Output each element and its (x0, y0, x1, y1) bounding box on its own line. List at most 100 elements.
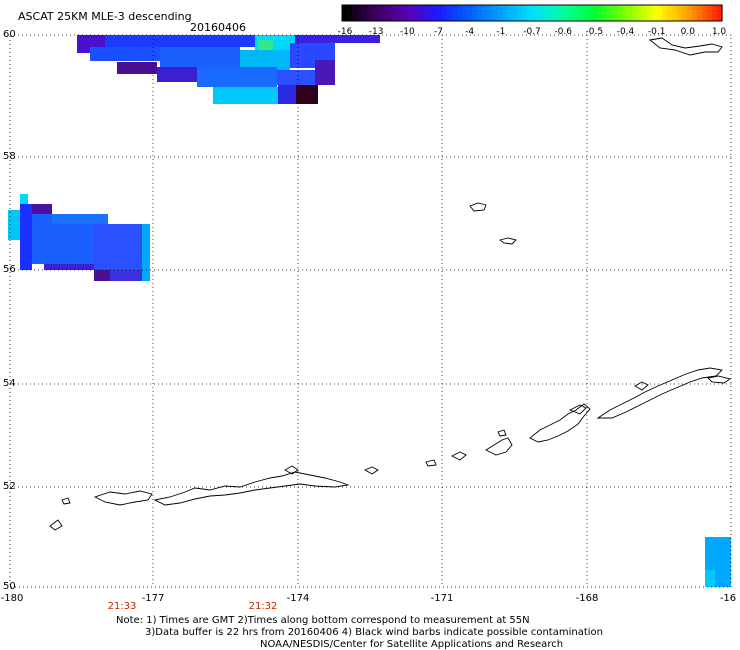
colorbar-segment (397, 5, 403, 21)
colorbar-segment (607, 5, 613, 21)
colorbar-segment (572, 5, 578, 21)
colorbar-segment (427, 5, 433, 21)
colorbar-segment (662, 5, 668, 21)
lat-label-50: 50 (3, 581, 16, 592)
colorbar-segment (422, 5, 428, 21)
colorbar-segment (437, 5, 443, 21)
lat-label-54: 54 (3, 378, 16, 389)
colorbar-segment (582, 5, 588, 21)
colorbar (342, 5, 723, 21)
colorbar-segment (717, 5, 723, 21)
lat-label-56: 56 (3, 264, 16, 275)
colorbar-segment (617, 5, 623, 21)
colorbar-segment (452, 5, 458, 21)
colorbar-segment (377, 5, 383, 21)
colorbar-segment (387, 5, 393, 21)
colorbar-segment (642, 5, 648, 21)
colorbar-segment (517, 5, 523, 21)
map-grid (10, 35, 731, 587)
colorbar-segment (652, 5, 658, 21)
colorbar-segment (627, 5, 633, 21)
data-swath-north (77, 35, 380, 104)
colorbar-tick-label: -0.4 (616, 27, 635, 37)
colorbar-segment (657, 5, 663, 21)
colorbar-segment (632, 5, 638, 21)
colorbar-segment (577, 5, 583, 21)
colorbar-segment (552, 5, 558, 21)
colorbar-tick-label: -0.5 (585, 27, 604, 37)
lon-label-180: -180 (0, 593, 24, 604)
colorbar-segment (412, 5, 418, 21)
colorbar-segment (527, 5, 533, 21)
colorbar-segment (637, 5, 643, 21)
colorbar-segment (612, 5, 618, 21)
time-label-2133: 21:33 (107, 601, 137, 612)
colorbar-segment (352, 5, 358, 21)
colorbar-segment (567, 5, 573, 21)
colorbar-segment (417, 5, 423, 21)
colorbar-segment (342, 5, 348, 21)
colorbar-segment (622, 5, 628, 21)
lat-label-58: 58 (3, 151, 16, 162)
colorbar-tick-label: -1 (496, 27, 506, 37)
colorbar-tick-label: 1.0 (711, 27, 727, 37)
data-swath-west (8, 194, 150, 281)
colorbar-segment (667, 5, 673, 21)
colorbar-segment (602, 5, 608, 21)
colorbar-segment (447, 5, 453, 21)
colorbar-segment (407, 5, 413, 21)
note-line-2: 3)Data buffer is 22 hrs from 20160406 4)… (145, 627, 603, 638)
colorbar-segment (347, 5, 353, 21)
colorbar-segment (357, 5, 363, 21)
colorbar-segment (392, 5, 398, 21)
colorbar-segment (707, 5, 713, 21)
colorbar-segment (402, 5, 408, 21)
map-frame (9, 34, 732, 588)
colorbar-segment (512, 5, 518, 21)
colorbar-tick-label: -16 (337, 27, 353, 37)
lon-label-168: -168 (575, 593, 599, 604)
coastline (49, 37, 732, 531)
colorbar-segment (522, 5, 528, 21)
colorbar-segment (537, 5, 543, 21)
colorbar-segment (367, 5, 373, 21)
colorbar-segment (712, 5, 718, 21)
colorbar-segment (647, 5, 653, 21)
colorbar-segment (592, 5, 598, 21)
colorbar-segment (692, 5, 698, 21)
colorbar-segment (472, 5, 478, 21)
colorbar-segment (467, 5, 473, 21)
colorbar-segment (682, 5, 688, 21)
colorbar-segment (482, 5, 488, 21)
lon-label-16: -16 (719, 593, 737, 604)
colorbar-segment (587, 5, 593, 21)
colorbar-segment (497, 5, 503, 21)
data-swath-southeast (705, 537, 731, 587)
colorbar-segment (687, 5, 693, 21)
lon-label-177: -177 (141, 593, 165, 604)
colorbar-tick-label: -0.1 (647, 27, 666, 37)
colorbar-segment (442, 5, 448, 21)
colorbar-segment (462, 5, 468, 21)
colorbar-segment (597, 5, 603, 21)
colorbar-segment (532, 5, 538, 21)
colorbar-segment (477, 5, 483, 21)
colorbar-segment (547, 5, 553, 21)
colorbar-segment (677, 5, 683, 21)
colorbar-segment (557, 5, 563, 21)
colorbar-segment (542, 5, 548, 21)
note-line-3: NOAA/NESDIS/Center for Satellite Applica… (260, 639, 564, 650)
lat-label-52: 52 (3, 481, 16, 492)
time-label-2132: 21:32 (248, 601, 278, 612)
colorbar-segment (362, 5, 368, 21)
map-date: 20160406 (190, 21, 246, 34)
colorbar-segment (492, 5, 498, 21)
colorbar-segment (562, 5, 568, 21)
colorbar-tick-label: -4 (465, 27, 475, 37)
colorbar-tick-label: 0.0 (680, 27, 695, 37)
lat-label-60: 60 (3, 29, 16, 40)
colorbar-segment (697, 5, 703, 21)
colorbar-tick-label: -10 (399, 27, 415, 37)
map-title: ASCAT 25KM MLE-3 descending (18, 10, 192, 23)
